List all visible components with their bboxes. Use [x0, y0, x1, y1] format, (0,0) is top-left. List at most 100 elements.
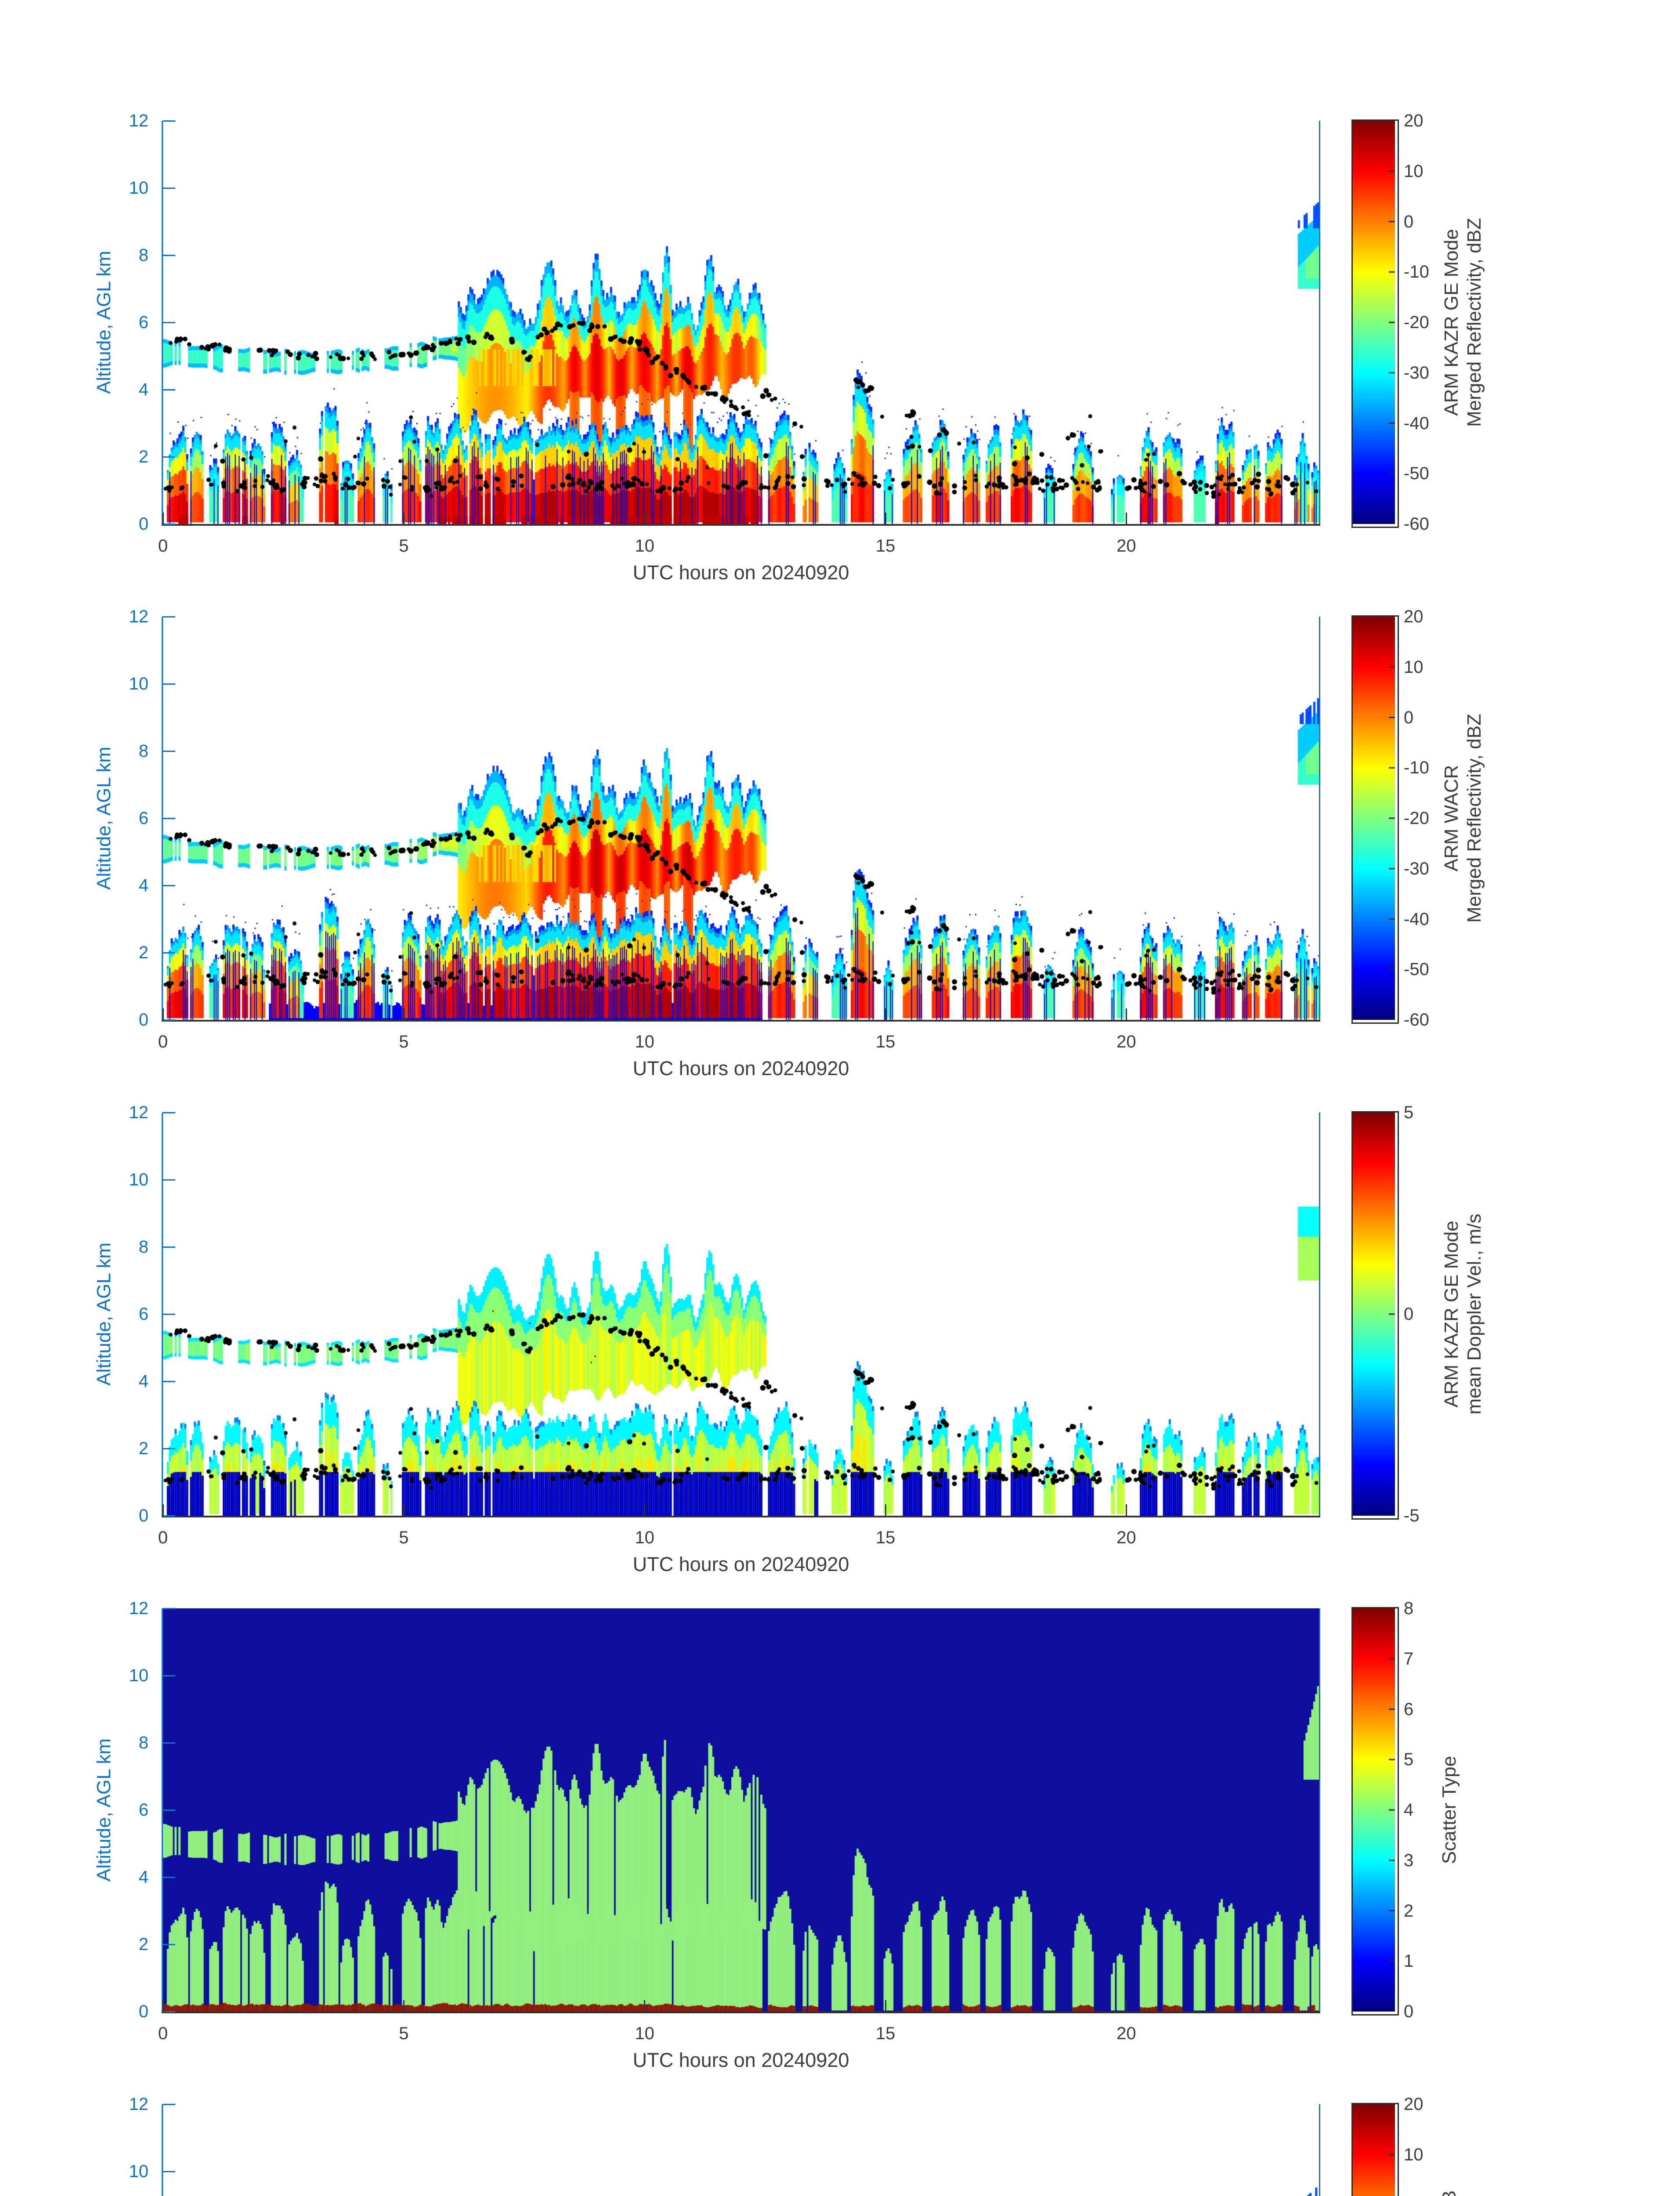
x-tick-label: 10: [635, 2024, 654, 2043]
colorbar-tick-label: 10: [1404, 161, 1423, 181]
x-tick: [162, 1008, 164, 1020]
colorbar-tick-label: 5: [1404, 1750, 1414, 1770]
x-tick-label: 10: [635, 1528, 654, 1547]
y-tick: [163, 2011, 175, 2012]
y-tick-label: 10: [129, 1170, 149, 1189]
colorbar-border: [1351, 615, 1399, 1024]
y-tick: [163, 1943, 175, 1945]
x-tick-label: 5: [399, 536, 409, 556]
y-tick-label: 12: [129, 111, 149, 130]
colorbar-kazr-ge-reflectivity: [1353, 121, 1395, 524]
colorbar-scatter-type: [1353, 1608, 1395, 2012]
colorbar-tick-label: 6: [1404, 1699, 1414, 1719]
y-axis-spine-left: [162, 1608, 163, 2012]
colorbar-border: [1351, 1607, 1399, 2015]
colorbar-border: [1351, 119, 1399, 528]
y-tick: [163, 321, 175, 323]
y-tick: [163, 2103, 175, 2105]
heatmap-canvas-decluttered-max-reflectivity: [163, 2104, 1319, 2196]
y-tick-label: 8: [138, 1237, 148, 1257]
x-tick: [885, 513, 886, 524]
y-axis-spine-left: [162, 2104, 163, 2196]
x-tick-label: 0: [158, 1032, 168, 1051]
x-tick-label: 10: [635, 1032, 654, 1051]
y-tick-label: 0: [138, 1506, 148, 1525]
x-axis-label: UTC hours on 20240920: [632, 2049, 849, 2071]
colorbar-tick-label: -30: [1404, 363, 1429, 383]
x-tick-label: 10: [635, 536, 654, 556]
y-axis-label: Altitude, AGL km: [93, 1738, 115, 1882]
y-tick: [163, 187, 175, 189]
y-tick-label: 6: [138, 313, 148, 332]
x-tick: [644, 513, 646, 524]
colorbar-decluttered-max-reflectivity: [1353, 2104, 1395, 2196]
y-tick: [163, 1019, 175, 1021]
x-tick-label: 20: [1116, 1032, 1136, 1051]
x-tick: [1125, 1008, 1127, 1020]
y-axis-spine-left: [162, 121, 163, 524]
colorbar-tick-label: 1: [1404, 1951, 1414, 1971]
x-tick: [162, 2000, 164, 2012]
y-tick: [163, 1515, 175, 1517]
x-tick: [1125, 1504, 1127, 1516]
x-tick: [403, 513, 405, 524]
colorbar-tick-label: -40: [1404, 909, 1429, 929]
colorbar-label: De-Cluttered Max Refl., dB: [1438, 2190, 1460, 2196]
y-tick-label: 2: [138, 1439, 148, 1458]
y-tick-label: 8: [138, 246, 148, 265]
x-tick: [644, 1504, 646, 1516]
y-tick: [163, 254, 175, 256]
colorbar-label-line1: ARM KAZR GE Mode: [1441, 229, 1462, 416]
y-tick: [163, 817, 175, 819]
colorbar-tick-label: 2: [1404, 1901, 1414, 1921]
x-tick: [403, 1504, 405, 1516]
colorbar-tick-label: 5: [1404, 1103, 1414, 1122]
y-tick-label: 0: [138, 1010, 148, 1029]
colorbar-tick-label: -20: [1404, 313, 1429, 332]
y-tick: [163, 1607, 175, 1609]
y-tick: [163, 1675, 175, 1676]
y-tick-label: 6: [138, 809, 148, 828]
colorbar-kazr-ge-doppler-velocity: [1353, 1112, 1395, 1516]
colorbar-tick-label: -5: [1404, 1506, 1420, 1525]
y-axis-label: Altitude, AGL km: [93, 250, 115, 394]
y-axis-label: Altitude, AGL km: [93, 746, 115, 890]
y-tick-label: 12: [129, 607, 149, 626]
colorbar-tick-label: 7: [1404, 1649, 1414, 1669]
y-tick: [163, 750, 175, 752]
x-tick-label: 15: [875, 1032, 896, 1051]
y-tick-label: 10: [129, 674, 149, 693]
x-tick-label: 5: [399, 2024, 409, 2043]
colorbar-wacr-reflectivity: [1353, 617, 1395, 1020]
y-tick-label: 8: [138, 741, 148, 761]
x-axis-spine: [162, 2012, 1320, 2013]
x-tick-label: 5: [399, 1528, 409, 1547]
colorbar-label-line1: ARM WACR: [1441, 765, 1462, 872]
colorbar-tick-label: -10: [1404, 262, 1429, 282]
y-tick: [163, 1876, 175, 1878]
colorbar-tick-label: -10: [1404, 758, 1429, 778]
y-tick: [163, 683, 175, 685]
y-tick: [163, 389, 175, 390]
x-tick: [1125, 513, 1127, 524]
colorbar-tick-label: -30: [1404, 859, 1429, 878]
x-tick: [644, 2000, 646, 2012]
y-tick: [163, 1742, 175, 1744]
y-axis-spine-right: [1319, 1112, 1320, 1516]
x-tick-label: 0: [158, 2024, 168, 2043]
y-tick: [163, 1246, 175, 1248]
y-tick-label: 2: [138, 1935, 148, 1954]
y-tick-label: 4: [138, 380, 148, 399]
y-tick: [163, 1809, 175, 1811]
y-tick-label: 12: [129, 2095, 149, 2114]
y-axis-spine-right: [1319, 121, 1320, 524]
y-tick-label: 4: [138, 1372, 148, 1391]
y-tick: [163, 1179, 175, 1181]
colorbar-border: [1351, 2103, 1399, 2196]
x-tick: [162, 1504, 164, 1516]
x-axis-spine: [162, 1516, 1320, 1517]
x-tick-label: 15: [875, 2024, 896, 2043]
y-axis-spine-right: [1319, 1608, 1320, 2012]
y-axis-spine-left: [162, 1112, 163, 1516]
